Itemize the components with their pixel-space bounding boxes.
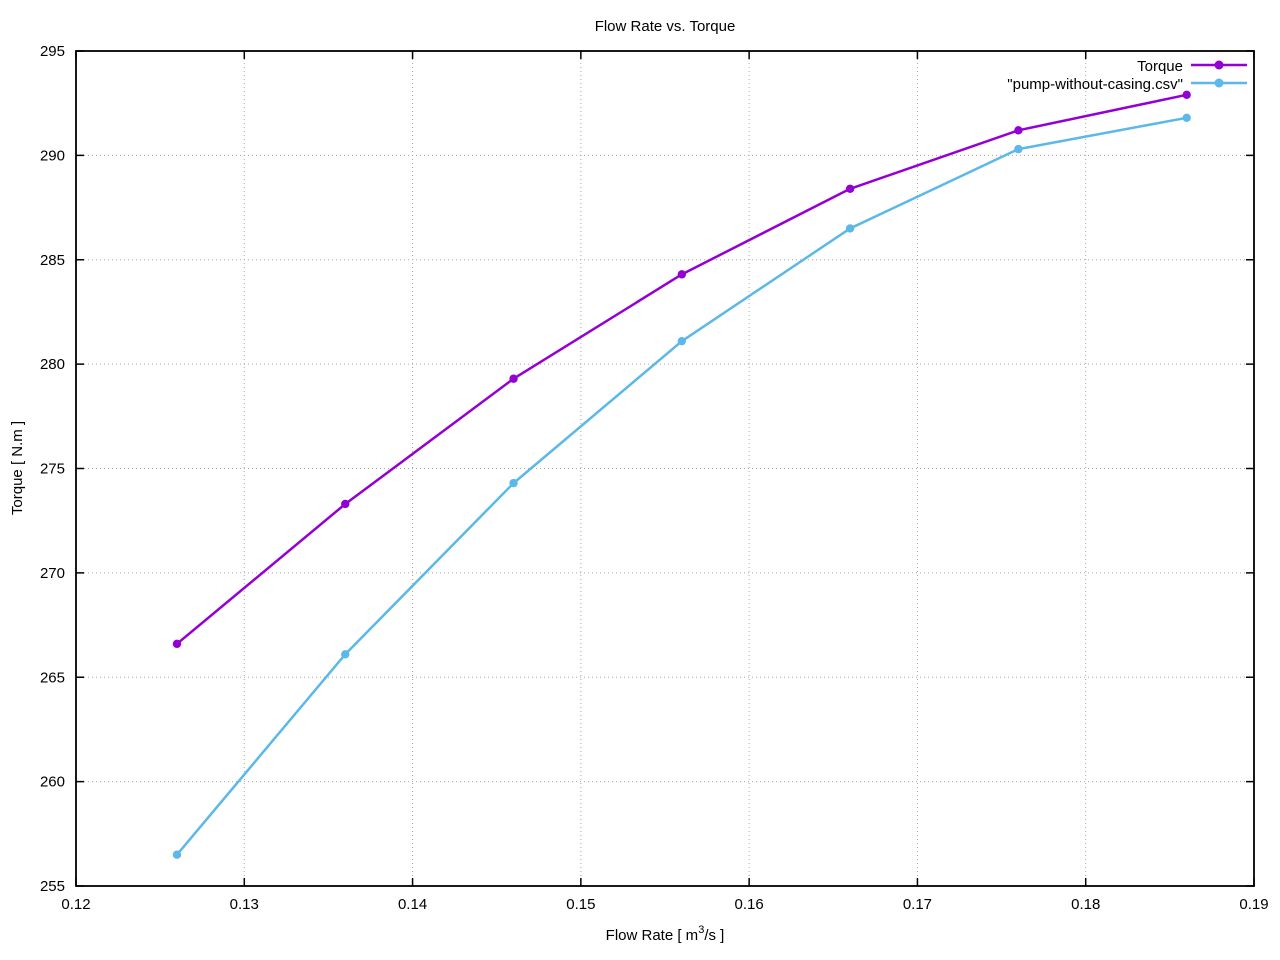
x-tick-label: 0.19 — [1239, 896, 1268, 913]
y-tick-label: 285 — [40, 252, 65, 269]
legend-label-torque: Torque — [1137, 58, 1183, 75]
y-tick-label: 295 — [40, 43, 65, 60]
y-tick-label: 270 — [40, 565, 65, 582]
y-tick-label: 265 — [40, 669, 65, 686]
data-point-pump-without-casing — [172, 850, 182, 859]
y-tick-label: 260 — [40, 774, 65, 791]
data-point-pump-without-casing — [1014, 144, 1023, 154]
series-layer — [172, 90, 1191, 859]
data-point-torque — [172, 639, 182, 649]
x-tick-label: 0.13 — [230, 896, 259, 913]
x-tick-label: 0.17 — [903, 896, 932, 913]
legend: Torque "pump-without-casing.csv" — [1007, 58, 1247, 93]
tick-label-layer: 0.12 0.13 0.14 0.15 0.16 0.17 0.18 0.19 255 260 26… — [40, 43, 1269, 913]
data-point-pump-without-casing — [509, 478, 518, 488]
y-tick-label: 255 — [40, 878, 65, 895]
series-line-pump-without-casing — [175, 116, 1188, 856]
series-line-torque — [175, 93, 1188, 646]
y-axis-label: Torque [ N.m ] — [9, 421, 26, 515]
chart-title: Flow Rate vs. Torque — [595, 18, 736, 35]
x-tick-label: 0.16 — [735, 896, 764, 913]
x-tick-label: 0.12 — [61, 896, 90, 913]
legend-sample-marker-torque — [1214, 60, 1224, 70]
x-axis-label: Flow Rate [ m3/s ] — [606, 924, 725, 944]
data-point-torque — [1014, 126, 1023, 135]
grid-layer — [75, 50, 1255, 887]
data-point-pump-without-casing — [1182, 113, 1191, 123]
data-point-torque — [509, 374, 518, 383]
y-tick-label: 280 — [40, 356, 65, 373]
y-tick-label: 290 — [40, 147, 65, 164]
data-point-torque — [1182, 90, 1191, 100]
x-axis-label-post: /s ] — [704, 927, 724, 944]
data-point-torque — [845, 184, 855, 193]
legend-label-pump-without-casing: "pump-without-casing.csv" — [1007, 76, 1183, 93]
data-point-pump-without-casing — [341, 650, 350, 659]
x-axis-label-pre: Flow Rate [ m — [606, 927, 699, 944]
y-tick-label: 275 — [40, 461, 65, 478]
data-point-pump-without-casing — [677, 336, 687, 346]
plot-border — [75, 50, 1255, 887]
x-tick-label: 0.14 — [398, 896, 427, 913]
x-tick-label: 0.18 — [1071, 896, 1100, 913]
x-axis-label-superscript: 3 — [698, 924, 704, 936]
data-point-pump-without-casing — [845, 224, 855, 233]
x-tick-label: 0.15 — [566, 896, 595, 913]
data-point-torque — [677, 270, 687, 279]
data-point-torque — [341, 499, 350, 509]
legend-sample-marker-pump-without-casing — [1214, 78, 1224, 88]
